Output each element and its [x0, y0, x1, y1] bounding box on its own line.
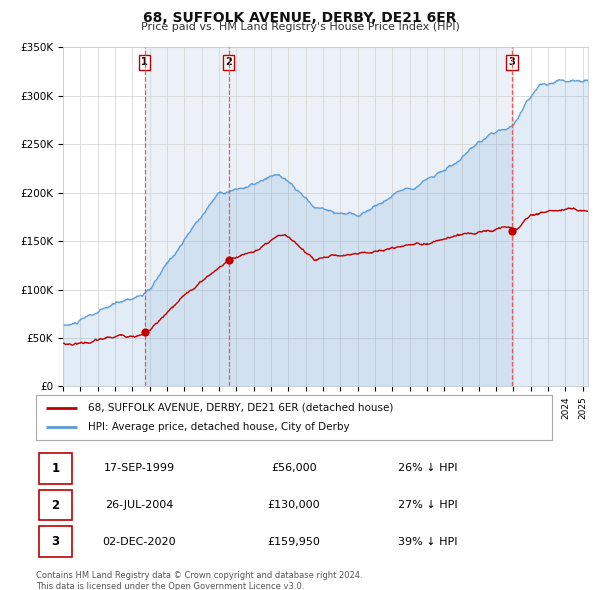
FancyBboxPatch shape	[38, 453, 72, 484]
Text: 2: 2	[225, 57, 232, 67]
Text: £130,000: £130,000	[268, 500, 320, 510]
Text: 39% ↓ HPI: 39% ↓ HPI	[398, 537, 458, 546]
Text: 26-JUL-2004: 26-JUL-2004	[105, 500, 173, 510]
Text: Contains HM Land Registry data © Crown copyright and database right 2024.
This d: Contains HM Land Registry data © Crown c…	[36, 571, 362, 590]
Text: HPI: Average price, detached house, City of Derby: HPI: Average price, detached house, City…	[88, 422, 349, 432]
Text: 17-SEP-1999: 17-SEP-1999	[104, 464, 175, 473]
Text: £159,950: £159,950	[268, 537, 320, 546]
Point	[140, 327, 149, 337]
Bar	[229, 47, 512, 386]
Text: 2: 2	[51, 499, 59, 512]
Point	[508, 227, 517, 236]
Text: 1: 1	[141, 57, 148, 67]
Text: 3: 3	[509, 57, 515, 67]
FancyBboxPatch shape	[38, 490, 72, 520]
Text: £56,000: £56,000	[271, 464, 317, 473]
Text: 26% ↓ HPI: 26% ↓ HPI	[398, 464, 458, 473]
Text: 02-DEC-2020: 02-DEC-2020	[103, 537, 176, 546]
Text: 27% ↓ HPI: 27% ↓ HPI	[398, 500, 458, 510]
Text: 68, SUFFOLK AVENUE, DERBY, DE21 6ER: 68, SUFFOLK AVENUE, DERBY, DE21 6ER	[143, 11, 457, 25]
Point	[224, 255, 233, 265]
Text: 1: 1	[51, 462, 59, 475]
Bar	[145, 47, 229, 386]
Text: 3: 3	[51, 535, 59, 548]
Text: Price paid vs. HM Land Registry's House Price Index (HPI): Price paid vs. HM Land Registry's House …	[140, 22, 460, 32]
Text: 68, SUFFOLK AVENUE, DERBY, DE21 6ER (detached house): 68, SUFFOLK AVENUE, DERBY, DE21 6ER (det…	[88, 403, 393, 412]
FancyBboxPatch shape	[38, 526, 72, 557]
